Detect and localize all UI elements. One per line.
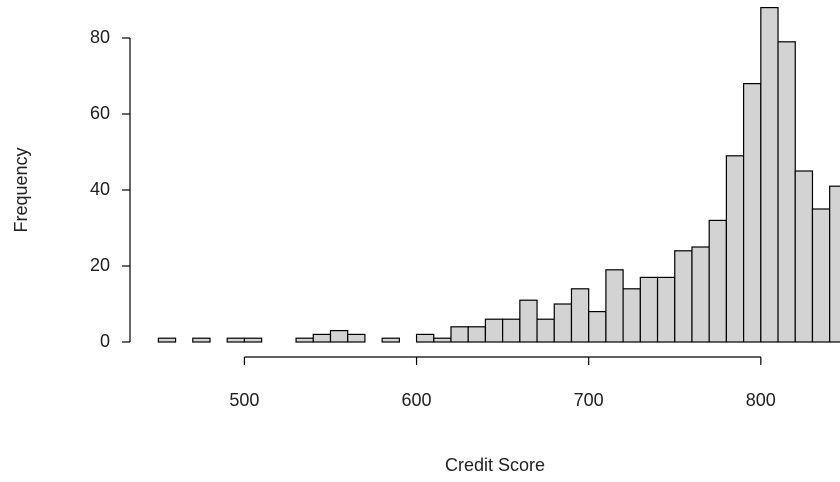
x-tick-label: 500 — [229, 390, 259, 410]
bar — [829, 185, 840, 343]
bar — [553, 303, 573, 343]
y-tick-label: 60 — [90, 103, 110, 123]
bar — [467, 326, 487, 343]
bar — [725, 155, 745, 343]
bar — [502, 318, 521, 343]
bar — [588, 311, 607, 343]
bar — [450, 326, 469, 343]
y-tick-label: 20 — [90, 255, 110, 275]
bar — [519, 299, 538, 343]
bar — [708, 219, 727, 343]
bar — [639, 276, 659, 343]
y-tick-label: 0 — [100, 331, 110, 351]
x-axis-label: Credit Score — [445, 455, 545, 475]
x-tick-label: 800 — [746, 390, 776, 410]
bar — [381, 337, 400, 343]
bar — [295, 337, 314, 343]
bar — [570, 288, 590, 343]
bar — [656, 276, 676, 343]
x-tick-label: 600 — [402, 390, 432, 410]
bar — [811, 208, 831, 343]
bar — [415, 333, 435, 343]
bar — [760, 6, 779, 343]
y-axis-label: Frequency — [11, 147, 31, 232]
y-tick-label: 40 — [90, 179, 110, 199]
bar — [243, 337, 263, 343]
bar — [674, 250, 693, 343]
bar — [433, 337, 452, 343]
bar — [226, 337, 246, 343]
bar — [691, 246, 710, 343]
bar — [794, 170, 814, 343]
bar — [743, 82, 762, 343]
x-tick-label: 700 — [574, 390, 604, 410]
bar — [536, 318, 555, 343]
bar — [605, 269, 624, 343]
bar — [777, 41, 796, 343]
y-tick-label: 80 — [90, 27, 110, 47]
bar — [192, 337, 211, 343]
bar — [484, 318, 504, 343]
bar — [329, 330, 349, 343]
bar — [347, 333, 366, 343]
bar — [157, 337, 177, 343]
bar — [622, 288, 641, 343]
bar — [312, 333, 332, 343]
